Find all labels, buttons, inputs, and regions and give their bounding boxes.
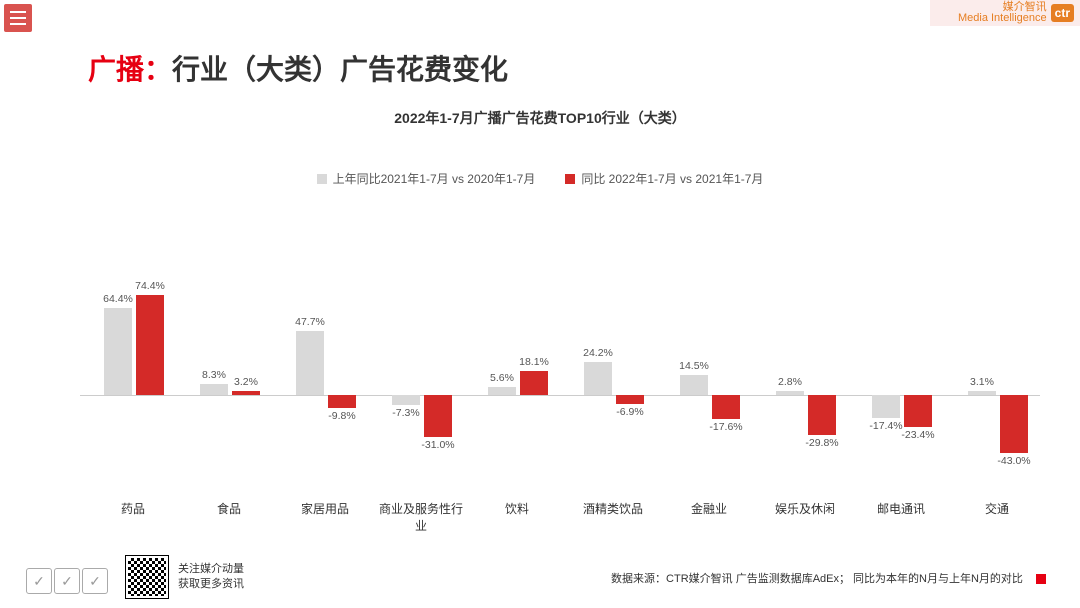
bar-series1 [872,395,900,418]
bar-group: 5.6%18.1%饮料 [474,230,560,490]
bar-value-label: -29.8% [792,437,852,449]
bar-group: -7.3%-31.0%商业及服务性行业 [378,230,464,490]
category-label: 娱乐及休闲 [762,500,848,517]
bar-group: 3.1%-43.0%交通 [954,230,1040,490]
qr-line2: 获取更多资讯 [178,577,244,592]
qr-code [126,556,168,598]
bar-chart: 64.4%74.4%药品8.3%3.2%食品47.7%-9.8%家居用品-7.3… [80,230,1040,490]
bar-value-label: -43.0% [984,455,1044,467]
legend-label-2: 同比 2022年1-7月 vs 2021年1-7月 [581,170,763,187]
bar-series2 [424,395,452,437]
category-label: 酒精类饮品 [570,500,656,517]
logo-badge: ctr [1051,4,1074,22]
bar-series2 [616,395,644,404]
bar-value-label: -9.8% [312,410,372,422]
bar-series2 [904,395,932,427]
bar-group: 24.2%-6.9%酒精类饮品 [570,230,656,490]
bar-series2 [712,395,740,419]
bar-series1 [968,391,996,395]
qr-text: 关注媒介动量 获取更多资讯 [178,562,244,592]
bar-value-label: 3.1% [952,376,1012,388]
bar-value-label: 14.5% [664,360,724,372]
bar-value-label: 47.7% [280,316,340,328]
qr-line1: 关注媒介动量 [178,562,244,577]
bar-series2 [808,395,836,435]
bar-group: 14.5%-17.6%金融业 [666,230,752,490]
bar-group: 64.4%74.4%药品 [90,230,176,490]
bar-value-label: -6.9% [600,406,660,418]
bar-series1 [776,391,804,395]
legend: 上年同比2021年1-7月 vs 2020年1-7月 同比 2022年1-7月 … [0,170,1080,187]
bar-group: -17.4%-23.4%邮电通讯 [858,230,944,490]
source-text: 数据来源：CTR媒介智讯 广告监测数据库AdEx； 同比为本年的N月与上年N月的… [611,570,1046,586]
logo-en: Media Intelligence [958,13,1047,24]
bar-series1 [392,395,420,405]
category-label: 商业及服务性行业 [378,500,464,534]
logo: 媒介智讯 Media Intelligence ctr [958,2,1074,24]
legend-item-2: 同比 2022年1-7月 vs 2021年1-7月 [565,170,763,187]
source-label: 数据来源：CTR媒介智讯 广告监测数据库AdEx； 同比为本年的N月与上年N月的… [611,573,1023,585]
title-prefix: 广播： [88,54,172,85]
legend-swatch-2 [565,174,575,184]
page-title: 广播：行业（大类）广告花费变化 [88,48,508,88]
bar-value-label: 3.2% [216,376,276,388]
bar-series2 [232,391,260,395]
bar-series1 [104,308,132,395]
bar-series1 [488,387,516,395]
category-label: 食品 [186,500,272,517]
cert-badge: ✓ [54,568,80,594]
category-label: 饮料 [474,500,560,517]
bar-series1 [296,331,324,395]
cert-badge: ✓ [26,568,52,594]
bar-value-label: 74.4% [120,280,180,292]
category-label: 药品 [90,500,176,517]
legend-item-1: 上年同比2021年1-7月 vs 2020年1-7月 [317,170,536,187]
title-rest: 行业（大类）广告花费变化 [172,54,508,85]
menu-button[interactable] [4,4,32,32]
bar-series1 [584,362,612,395]
bar-series2 [1000,395,1028,453]
bar-value-label: 24.2% [568,347,628,359]
category-label: 邮电通讯 [858,500,944,517]
footer-badges: ✓ ✓ ✓ [26,568,108,594]
bar-value-label: -17.6% [696,421,756,433]
chart-subtitle: 2022年1-7月广播广告花费TOP10行业（大类） [0,108,1080,128]
bar-group: 2.8%-29.8%娱乐及休闲 [762,230,848,490]
bar-series2 [136,295,164,395]
bar-series2 [520,371,548,395]
category-label: 家居用品 [282,500,368,517]
bar-group: 8.3%3.2%食品 [186,230,272,490]
bar-value-label: 2.8% [760,376,820,388]
legend-label-1: 上年同比2021年1-7月 vs 2020年1-7月 [333,170,536,187]
bar-group: 47.7%-9.8%家居用品 [282,230,368,490]
category-label: 金融业 [666,500,752,517]
legend-swatch-1 [317,174,327,184]
bar-value-label: -31.0% [408,439,468,451]
bar-value-label: -23.4% [888,429,948,441]
bar-series1 [680,375,708,395]
bar-value-label: 18.1% [504,356,564,368]
category-label: 交通 [954,500,1040,517]
bar-series2 [328,395,356,408]
cert-badge: ✓ [82,568,108,594]
source-dot-icon [1036,574,1046,584]
